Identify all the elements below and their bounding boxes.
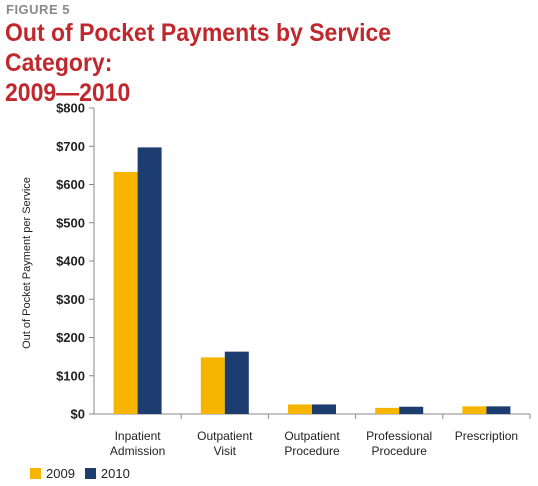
chart-labels: $0 $100 $200 $300 $400 $500 $600 $700 $800 Out of… [21,101,518,459]
chart-bars [113,147,511,414]
bar-2009-0 [113,171,138,414]
x-category-label: Professional [366,429,432,443]
bar-2009-3 [375,407,400,414]
y-axis-label: Out of Pocket Payment per Service [21,177,33,349]
legend-swatch-2009 [30,467,41,479]
figure-label: FIGURE 5 [6,2,70,17]
chart-title: Out of Pocket Payments by Service Catego… [5,18,483,108]
y-tick-label: $300 [56,292,85,307]
bar-2010-2 [312,404,336,414]
legend-label-2010: 2010 [100,465,130,481]
x-category-label: Admission [110,444,165,458]
y-tick-label: $100 [56,368,85,383]
chart-title-line-2: 2009—2010 [5,79,131,107]
y-tick-label: $700 [56,139,85,154]
x-category-label: Procedure [284,444,340,458]
bar-2010-4 [486,406,511,414]
y-tick-label: $200 [56,330,85,345]
y-tick-label: $400 [56,254,85,269]
x-category-label: Inpatient [115,429,162,443]
chart-title-line-1: Out of Pocket Payments by Service Catego… [5,19,392,77]
legend-item-2009: 2009 [30,466,75,481]
chart-legend: 2009 2010 [30,464,130,482]
bar-2009-1 [200,357,225,414]
x-category-label: Visit [214,444,237,458]
legend-item-2010: 2010 [84,465,130,481]
x-category-label: Outpatient [284,429,340,443]
legend-label-2009: 2009 [46,465,75,481]
x-category-label: Procedure [372,444,428,458]
x-category-label: Outpatient [197,429,253,443]
x-category-label: Prescription [455,429,518,443]
y-tick-label: $600 [56,177,85,192]
y-tick-label: $0 [71,407,85,422]
bar-2009-4 [462,406,487,414]
bar-2010-0 [137,147,162,414]
bar-2010-3 [399,406,424,414]
bar-2010-1 [224,351,249,414]
bar-2009-2 [288,404,312,414]
y-tick-label: $500 [56,215,85,230]
y-tick-label: $800 [56,101,85,116]
legend-swatch-2010 [84,467,96,479]
